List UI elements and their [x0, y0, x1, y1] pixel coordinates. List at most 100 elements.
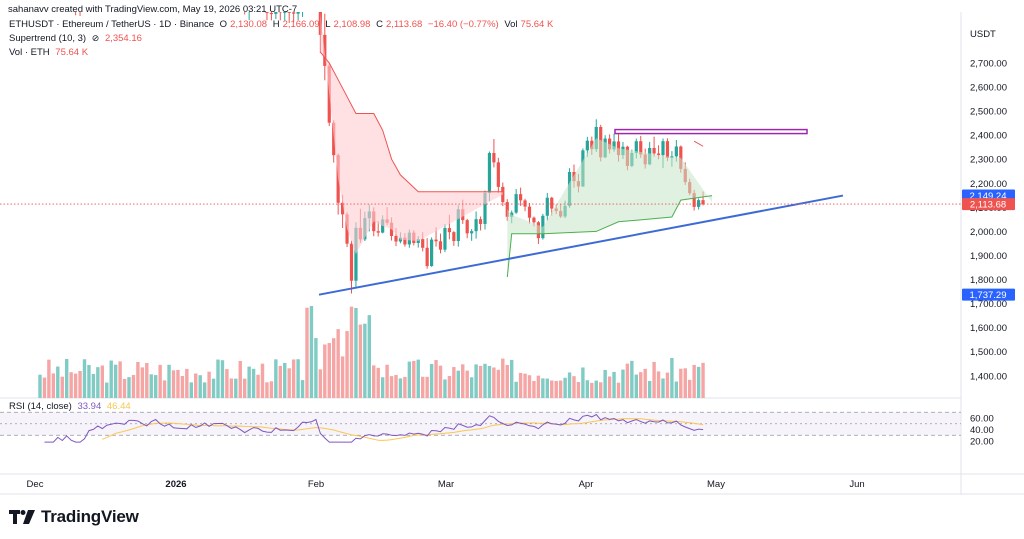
candle-body [652, 147, 656, 154]
tradingview-logo[interactable]: TradingView [9, 507, 139, 527]
price-tick-label: 1,500.00 [970, 347, 1007, 358]
vol-label: Vol [504, 19, 518, 30]
volume-bar [416, 359, 420, 398]
volume-bar [674, 381, 679, 398]
candle [478, 216, 483, 231]
candle-body [532, 217, 536, 223]
volume-group [38, 306, 705, 398]
volume-bar [287, 368, 291, 398]
candle-body [296, 12, 300, 14]
ascending-trendline [318, 194, 844, 296]
candle [305, 0, 308, 8]
candle-body [345, 214, 349, 244]
volume-bar [447, 376, 452, 398]
volume-bar [679, 368, 683, 398]
currency-label: USDT [970, 29, 996, 40]
low-label: L [325, 19, 331, 30]
volume-bar [385, 364, 389, 398]
candle-body [283, 12, 287, 13]
time-axis-label: Jun [849, 479, 864, 490]
volume-bar [581, 367, 585, 398]
volume-legend[interactable]: Vol · ETH 75.64 K [9, 47, 91, 58]
volume-bar [176, 369, 180, 398]
candle-body [679, 146, 683, 169]
volume-bar [167, 364, 171, 398]
volume-bar [492, 367, 496, 398]
volume-bar [478, 365, 483, 398]
supertrend-legend[interactable]: Supertrend (10, 3) ⊘ 2,354.16 [9, 33, 145, 44]
volume-bar [496, 369, 501, 398]
candle [465, 218, 469, 239]
candle-body [301, 0, 304, 7]
candle-body [665, 141, 670, 158]
volume-bar [300, 380, 305, 398]
candle-body [701, 200, 705, 205]
volume-bar [469, 377, 474, 398]
candle [519, 187, 523, 206]
symbol-label: ETHUSDT · Ethereum / TetherUS · 1D · Bin… [9, 19, 215, 30]
volume-bar [643, 368, 647, 398]
volume-bar [367, 315, 371, 398]
candle-body [354, 227, 358, 281]
candle-body [269, 13, 273, 15]
price-tick-label: 1,600.00 [970, 323, 1007, 334]
candle [296, 12, 300, 21]
open-value: 2,130.08 [230, 19, 268, 30]
candle [349, 240, 354, 294]
candle [310, 0, 313, 1]
volume-bar [162, 380, 167, 398]
symbol-legend[interactable]: ETHUSDT · Ethereum / TetherUS · 1D · Bin… [9, 19, 556, 30]
candle [256, 0, 259, 11]
candle-body [78, 4, 81, 10]
candle [83, 1, 86, 11]
candle-body [612, 141, 616, 150]
volume-bar [429, 363, 434, 398]
candle [78, 4, 81, 16]
candle-body [434, 239, 438, 242]
candle-body [608, 138, 612, 150]
supertrend-flip-line [693, 140, 704, 147]
candle-body [656, 153, 661, 156]
volume-bar [349, 306, 354, 398]
supertrend-group [320, 12, 713, 278]
candle-body [478, 219, 483, 224]
volume-bar [189, 382, 193, 398]
volume-bar [407, 361, 412, 398]
volume-bar [456, 370, 460, 398]
candle-body [492, 152, 496, 163]
candle-body [376, 231, 380, 233]
volume-bar [251, 368, 256, 398]
candle [176, 0, 179, 2]
rsi-legend[interactable]: RSI (14, close) 33.94 46.44 [9, 401, 134, 412]
price-tick-label: 1,400.00 [970, 371, 1007, 382]
candle-body [474, 219, 478, 232]
volume-bar [510, 359, 514, 398]
volume-bar [105, 382, 109, 398]
eye-off-icon[interactable]: ⊘ [91, 33, 100, 43]
rsi-ma-line [102, 418, 704, 441]
price-tick-label: 2,600.00 [970, 83, 1007, 94]
candle [652, 136, 656, 157]
volume-bar [73, 373, 78, 398]
candle [261, 0, 264, 12]
volume-bar [576, 382, 581, 398]
candle [541, 213, 545, 240]
volume-bar [465, 370, 469, 398]
volume-bar [269, 381, 274, 398]
candle-body [692, 193, 696, 207]
volume-bar [323, 344, 327, 398]
volume-bar [340, 356, 345, 398]
volume-bar [683, 368, 687, 398]
volume-bar [113, 364, 118, 398]
volume-bar [220, 360, 225, 398]
volume-bar [545, 378, 549, 398]
volume-bar [180, 376, 185, 398]
volume-bar [336, 329, 340, 398]
volume-bar [314, 338, 318, 398]
candle-body [452, 232, 456, 242]
volume-bar [376, 367, 380, 398]
candle-body [323, 34, 327, 66]
price-chart[interactable]: 1,400.00 1,500.00 1,600.00 1,700.00 1,800.00… [0, 0, 1024, 500]
candle-body [256, 0, 259, 1]
candle [252, 0, 255, 7]
